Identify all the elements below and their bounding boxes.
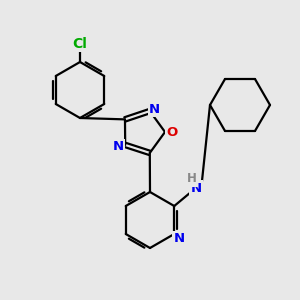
Text: O: O	[167, 125, 178, 139]
Text: N: N	[112, 140, 124, 153]
Text: N: N	[191, 182, 202, 194]
Text: N: N	[174, 232, 185, 245]
Text: H: H	[187, 172, 197, 185]
Text: N: N	[149, 103, 160, 116]
Text: Cl: Cl	[73, 37, 87, 51]
